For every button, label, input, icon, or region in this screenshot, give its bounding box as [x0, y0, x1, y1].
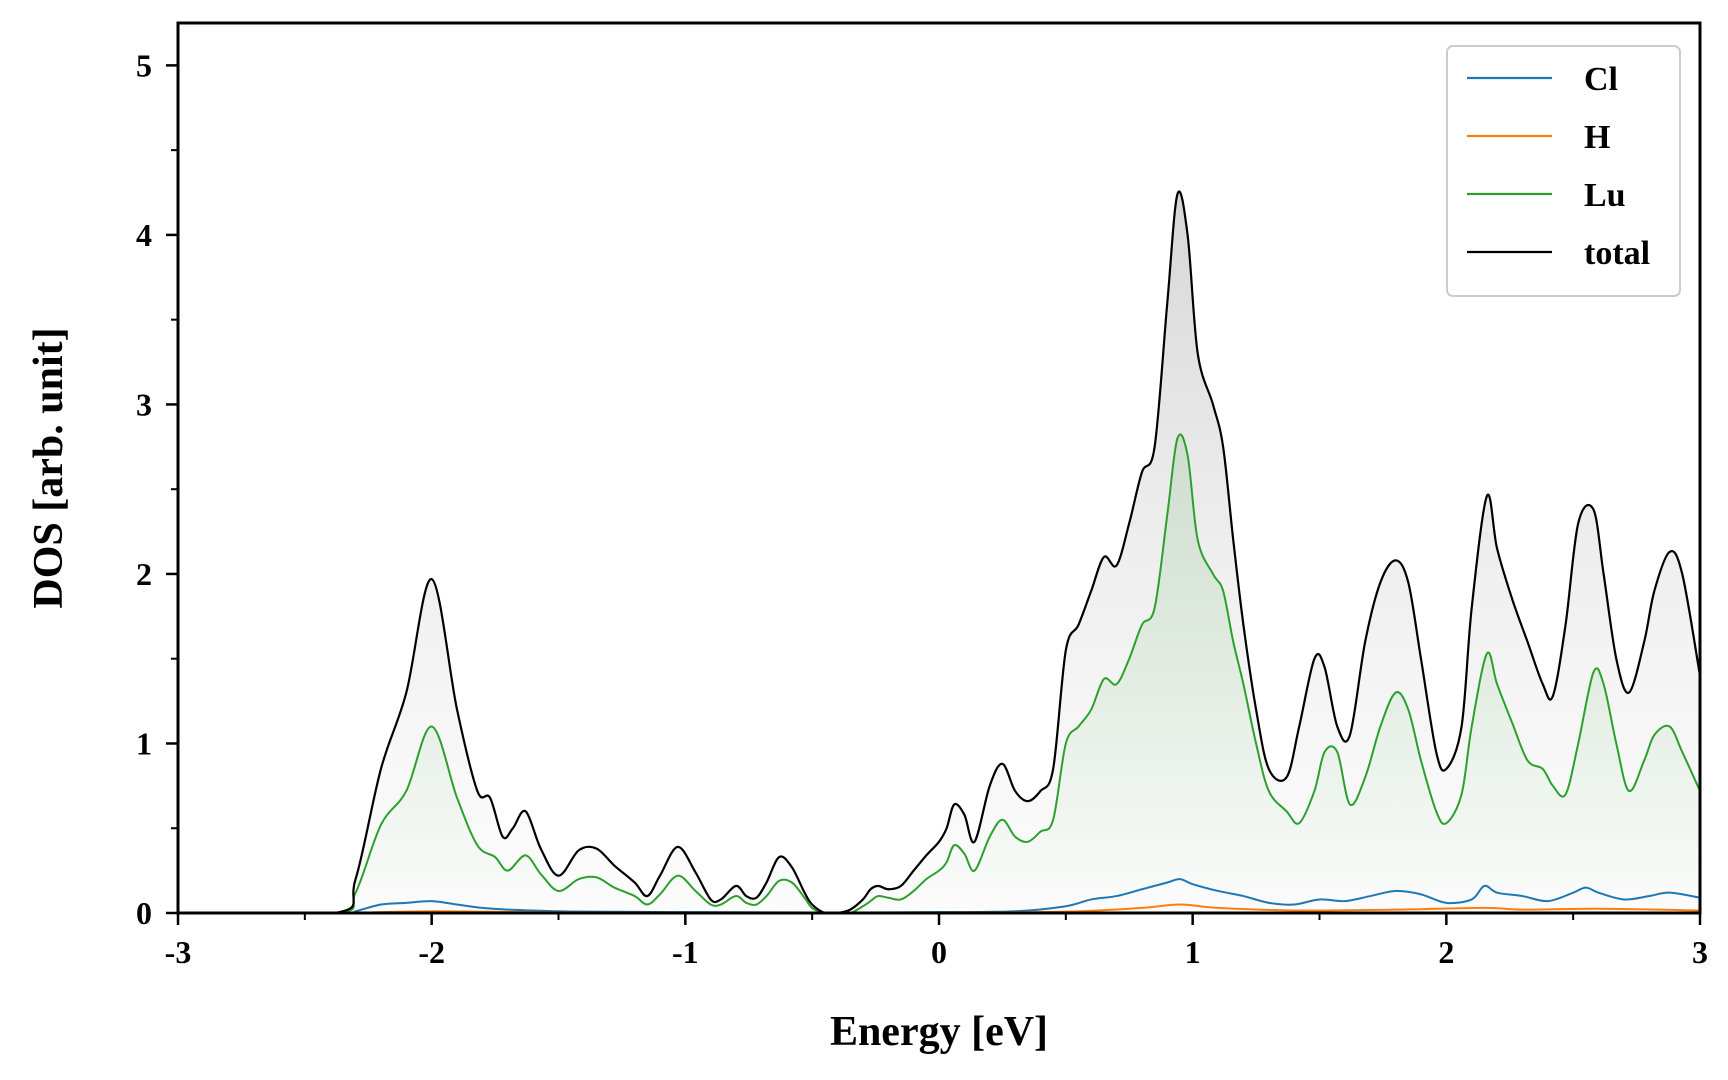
series-line-lu — [178, 433, 1700, 913]
y-tick-label: 5 — [136, 47, 152, 83]
area-fills — [178, 191, 1700, 913]
series-line-total — [178, 190, 1700, 913]
y-tick-label: 1 — [136, 725, 152, 761]
y-axis-label: DOS [arb. unit] — [26, 327, 72, 608]
x-tick-label: 2 — [1438, 934, 1454, 970]
legend-box — [1446, 45, 1681, 297]
legend-label-lu: Lu — [1584, 177, 1626, 214]
y-tick-label: 2 — [136, 556, 152, 592]
legend-label-h: H — [1584, 119, 1610, 156]
y-tick-label: 3 — [136, 386, 152, 422]
x-axis-label: Energy [eV] — [830, 1009, 1048, 1055]
x-tick-label: -1 — [672, 934, 699, 970]
series-line-cl — [178, 878, 1700, 913]
x-tick-label: 0 — [931, 934, 947, 970]
y-tick-label: 0 — [136, 895, 152, 931]
y-tick-label: 4 — [136, 217, 152, 253]
x-axis-ticks: -3 -2 -1 0 1 2 3 — [165, 913, 1708, 970]
x-tick-label: -3 — [165, 934, 192, 970]
legend-label-cl: Cl — [1584, 61, 1618, 98]
series-lines — [178, 190, 1700, 913]
x-tick-label: 3 — [1692, 934, 1708, 970]
fill-total — [178, 191, 1700, 913]
x-tick-label: 1 — [1185, 934, 1201, 970]
x-tick-label: -2 — [418, 934, 445, 970]
y-axis-ticks: 0 1 2 3 4 5 — [136, 47, 178, 931]
legend-label-total: total — [1584, 235, 1650, 272]
legend: Cl H Lu total — [1446, 45, 1681, 297]
